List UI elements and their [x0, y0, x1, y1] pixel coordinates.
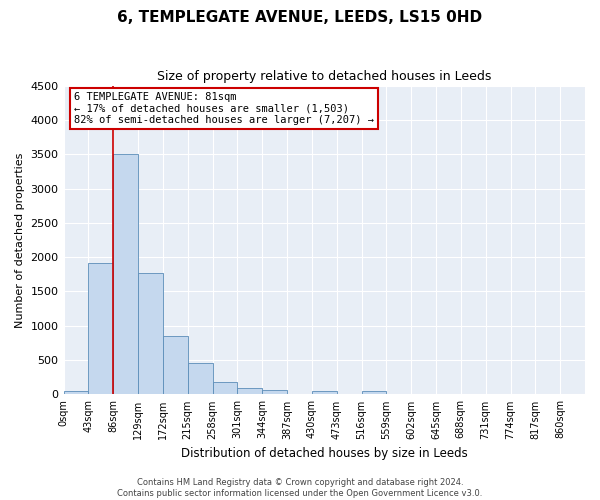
X-axis label: Distribution of detached houses by size in Leeds: Distribution of detached houses by size … — [181, 447, 467, 460]
Bar — [312, 390, 337, 394]
Text: 6, TEMPLEGATE AVENUE, LEEDS, LS15 0HD: 6, TEMPLEGATE AVENUE, LEEDS, LS15 0HD — [118, 10, 482, 25]
Bar — [188, 363, 212, 394]
Text: Contains HM Land Registry data © Crown copyright and database right 2024.
Contai: Contains HM Land Registry data © Crown c… — [118, 478, 482, 498]
Bar — [64, 391, 88, 394]
Bar — [238, 388, 262, 394]
Bar — [163, 336, 188, 394]
Bar — [138, 272, 163, 394]
Bar — [212, 382, 238, 394]
Title: Size of property relative to detached houses in Leeds: Size of property relative to detached ho… — [157, 70, 491, 83]
Bar — [362, 391, 386, 394]
Bar — [262, 390, 287, 394]
Text: 6 TEMPLEGATE AVENUE: 81sqm
← 17% of detached houses are smaller (1,503)
82% of s: 6 TEMPLEGATE AVENUE: 81sqm ← 17% of deta… — [74, 92, 374, 125]
Y-axis label: Number of detached properties: Number of detached properties — [15, 152, 25, 328]
Bar — [88, 262, 113, 394]
Bar — [113, 154, 138, 394]
